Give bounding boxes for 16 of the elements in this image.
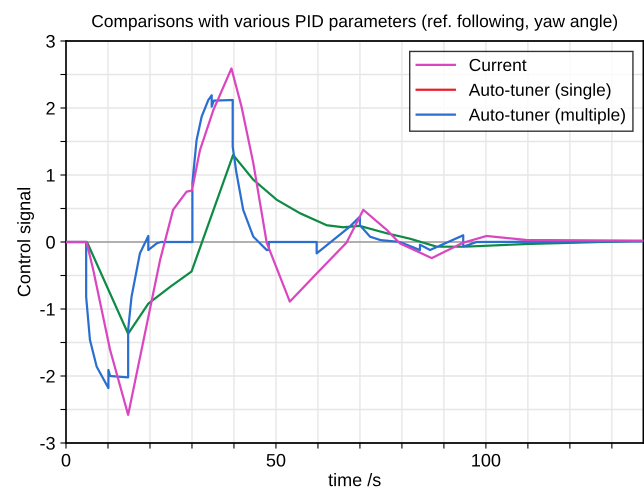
y-axis-title: Control signal [17, 188, 34, 296]
legend-label: Auto-tuner (multiple) [468, 108, 625, 124]
x-tick-label: 50 [266, 454, 286, 467]
chart-title: Comparisons with various PID parameters (ref. following, yaw angle) [92, 14, 618, 31]
y-tick-label: -2 [40, 370, 55, 383]
x-axis-title: time /s [328, 473, 381, 486]
x-tick-label: 100 [472, 454, 500, 467]
y-tick-label: 1 [46, 169, 55, 182]
legend-label: Current [470, 58, 526, 72]
y-tick-label: -1 [40, 303, 55, 316]
y-tick-label: 0 [46, 236, 55, 249]
legend-label: Auto-tuner (single) [468, 83, 610, 100]
y-tick-label: 3 [46, 34, 55, 48]
y-tick-label: -3 [40, 436, 55, 450]
x-tick-label: 0 [62, 454, 70, 467]
y-tick-label: 2 [46, 102, 55, 115]
